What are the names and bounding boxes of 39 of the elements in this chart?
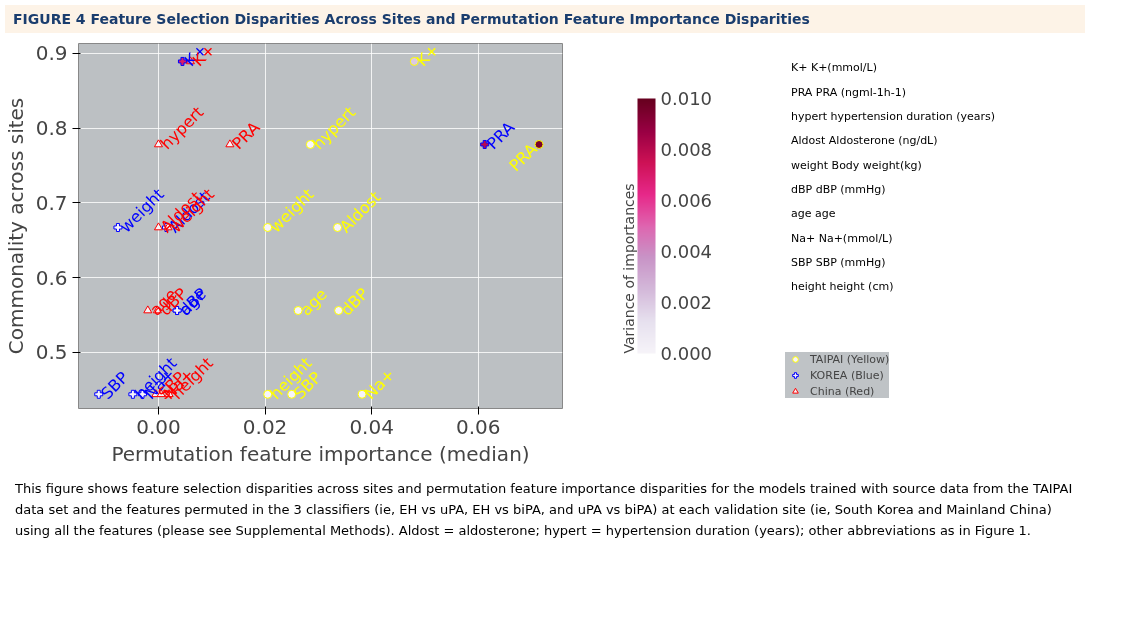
- color-bar-label: 0.008: [660, 139, 713, 160]
- x-axis-title: Permutation feature importance (median): [111, 441, 530, 466]
- x-tick-label: 0.02: [242, 414, 288, 439]
- y-tick-label: 0.8: [35, 116, 68, 141]
- text: K+ K+(mmol/L): [791, 61, 877, 75]
- data-label: K+: [412, 39, 443, 71]
- y-tick-label: 0.9: [35, 41, 68, 66]
- y-tick-label: 0.5: [35, 340, 68, 365]
- text: This figure shows feature selection disparities across sites and permutation feature importance disparities for the models trained with source data from the TAIPAI data set and the features permuted in the 3 classifiers (ie, EH vs uPA, EH vs biPA, and uPA vs biPA) at each validation site (ie, South Korea and Mainland China) using all the features (please see Supplemental Methods). Aldost = aldosterone; hypert = hypertension duration (years); other abbreviations as in Figure 1.: [15, 480, 1074, 540]
- data-label: dBP: [336, 283, 373, 320]
- chart-title: FIGURE 4 Feature Selection Disparities Across Sites and Permutation Feature Importance Disparities: [13, 10, 810, 29]
- text: Aldost Aldosterone (ng/dL): [791, 134, 938, 148]
- x-tick-label: 0.00: [136, 414, 181, 439]
- text: Na+ Na+(mmol/L): [791, 231, 893, 245]
- text: SBP SBP (mmHg): [791, 256, 886, 269]
- x-tick-label: 0.06: [456, 414, 501, 439]
- legend-label: KOREA (Blue): [810, 368, 884, 382]
- x-tick-label: 0.04: [349, 414, 394, 439]
- text: hypert hypertension duration (years): [791, 110, 995, 123]
- color-bar-label: 0.002: [660, 292, 713, 313]
- y-tick-label: 0.6: [35, 265, 68, 290]
- color-bar-label: 0.006: [660, 190, 713, 211]
- legend-label: China (Red): [810, 384, 875, 398]
- legend-label: TAIPAI (Yellow): [810, 352, 890, 366]
- text: PRA PRA (ngml-1h-1): [791, 85, 906, 99]
- text: dBP dBP (mmHg): [791, 183, 886, 196]
- y-tick-label: 0.7: [35, 190, 68, 215]
- color-bar-label: 0.004: [660, 241, 713, 262]
- text: age age: [791, 207, 836, 221]
- color-bar-title: Variance of importances: [620, 183, 637, 354]
- y-axis-title: Commonality across sites: [3, 97, 28, 355]
- data-label: SBP: [97, 367, 133, 404]
- data-label: age: [296, 284, 331, 320]
- color-bar-label: 0.010: [660, 88, 713, 109]
- text: weight Body weight(kg): [791, 158, 922, 172]
- data-label: PRA: [228, 117, 264, 154]
- data-label: Na+: [360, 364, 399, 404]
- text: height height (cm): [791, 280, 894, 294]
- color-bar-label: 0.000: [660, 343, 713, 364]
